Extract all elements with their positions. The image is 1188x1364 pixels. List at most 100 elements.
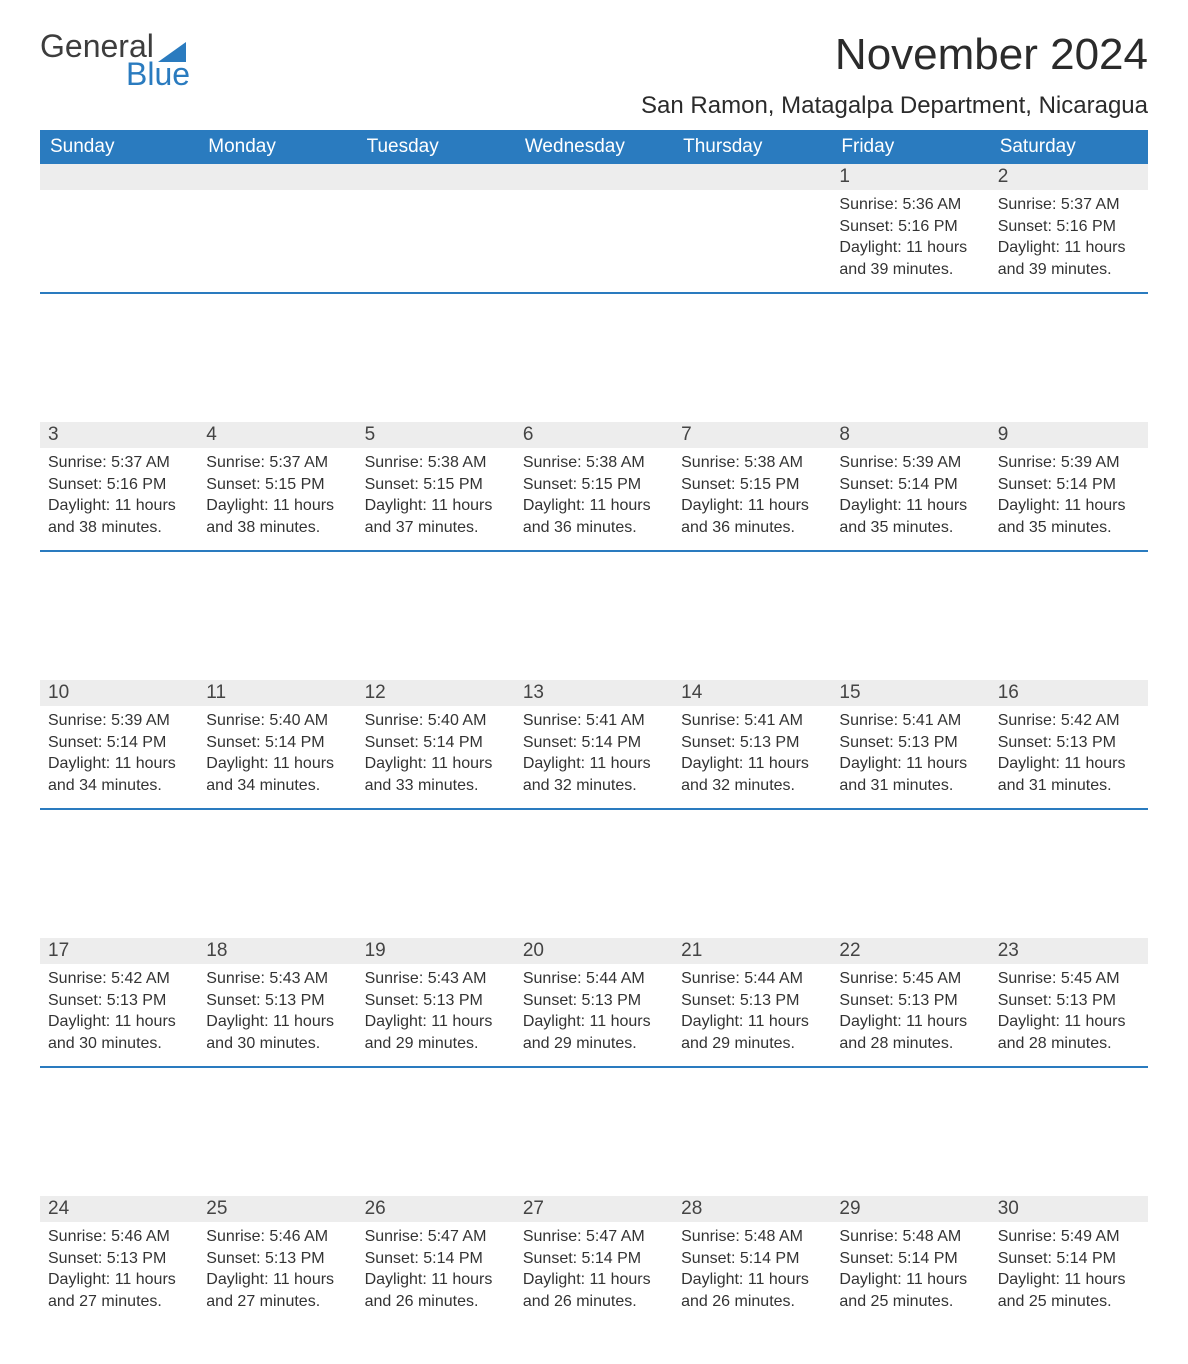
- calendar-cell: [198, 164, 356, 293]
- calendar-cell: [357, 164, 515, 293]
- daylight-line-1: Daylight: 11 hours: [48, 1269, 190, 1291]
- daylight-line-2: and 26 minutes.: [365, 1291, 507, 1313]
- weekday-header: Tuesday: [357, 130, 515, 164]
- daylight-line-1: Daylight: 11 hours: [998, 1269, 1140, 1291]
- daylight-line-1: Daylight: 11 hours: [365, 1269, 507, 1291]
- daylight-line-1: Daylight: 11 hours: [206, 1011, 348, 1033]
- calendar-cell: 23Sunrise: 5:45 AMSunset: 5:13 PMDayligh…: [990, 938, 1148, 1067]
- sunset-line: Sunset: 5:14 PM: [839, 1248, 981, 1270]
- day-body: Sunrise: 5:41 AMSunset: 5:14 PMDaylight:…: [515, 706, 673, 804]
- daylight-line-1: Daylight: 11 hours: [839, 1269, 981, 1291]
- calendar-cell: 28Sunrise: 5:48 AMSunset: 5:14 PMDayligh…: [673, 1196, 831, 1324]
- daylight-line-2: and 29 minutes.: [681, 1033, 823, 1055]
- day-body: Sunrise: 5:42 AMSunset: 5:13 PMDaylight:…: [990, 706, 1148, 804]
- day-body: Sunrise: 5:45 AMSunset: 5:13 PMDaylight:…: [990, 964, 1148, 1062]
- day-number: 15: [831, 680, 989, 706]
- daylight-line-2: and 34 minutes.: [48, 775, 190, 797]
- calendar-cell: [40, 164, 198, 293]
- calendar-cell: 9Sunrise: 5:39 AMSunset: 5:14 PMDaylight…: [990, 422, 1148, 551]
- day-number: 8: [831, 422, 989, 448]
- daylight-line-2: and 29 minutes.: [365, 1033, 507, 1055]
- calendar-table: SundayMondayTuesdayWednesdayThursdayFrid…: [40, 130, 1148, 1324]
- day-number: 17: [40, 938, 198, 964]
- sunset-line: Sunset: 5:13 PM: [839, 732, 981, 754]
- sunrise-line: Sunrise: 5:47 AM: [523, 1226, 665, 1248]
- day-body: Sunrise: 5:38 AMSunset: 5:15 PMDaylight:…: [673, 448, 831, 546]
- sunset-line: Sunset: 5:13 PM: [206, 1248, 348, 1270]
- sunrise-line: Sunrise: 5:42 AM: [998, 710, 1140, 732]
- daylight-line-2: and 28 minutes.: [839, 1033, 981, 1055]
- sunrise-line: Sunrise: 5:42 AM: [48, 968, 190, 990]
- day-body: Sunrise: 5:39 AMSunset: 5:14 PMDaylight:…: [990, 448, 1148, 546]
- weekday-header: Saturday: [990, 130, 1148, 164]
- calendar-cell: 24Sunrise: 5:46 AMSunset: 5:13 PMDayligh…: [40, 1196, 198, 1324]
- sunset-line: Sunset: 5:14 PM: [681, 1248, 823, 1270]
- day-number: 3: [40, 422, 198, 448]
- daylight-line-2: and 30 minutes.: [48, 1033, 190, 1055]
- day-number: 21: [673, 938, 831, 964]
- daylight-line-1: Daylight: 11 hours: [48, 753, 190, 775]
- sunrise-line: Sunrise: 5:36 AM: [839, 194, 981, 216]
- day-number: 5: [357, 422, 515, 448]
- daylight-line-2: and 34 minutes.: [206, 775, 348, 797]
- day-number-empty: [515, 164, 673, 190]
- daylight-line-2: and 39 minutes.: [998, 259, 1140, 281]
- sunset-line: Sunset: 5:13 PM: [365, 990, 507, 1012]
- daylight-line-2: and 26 minutes.: [523, 1291, 665, 1313]
- daylight-line-2: and 35 minutes.: [998, 517, 1140, 539]
- daylight-line-2: and 26 minutes.: [681, 1291, 823, 1313]
- day-body: Sunrise: 5:36 AMSunset: 5:16 PMDaylight:…: [831, 190, 989, 288]
- calendar-cell: 6Sunrise: 5:38 AMSunset: 5:15 PMDaylight…: [515, 422, 673, 551]
- day-body: Sunrise: 5:37 AMSunset: 5:15 PMDaylight:…: [198, 448, 356, 546]
- calendar-cell: [515, 164, 673, 293]
- daylight-line-1: Daylight: 11 hours: [206, 495, 348, 517]
- daylight-line-2: and 37 minutes.: [365, 517, 507, 539]
- calendar-cell: 4Sunrise: 5:37 AMSunset: 5:15 PMDaylight…: [198, 422, 356, 551]
- day-number: 19: [357, 938, 515, 964]
- day-body: Sunrise: 5:38 AMSunset: 5:15 PMDaylight:…: [357, 448, 515, 546]
- day-body: Sunrise: 5:37 AMSunset: 5:16 PMDaylight:…: [40, 448, 198, 546]
- sunrise-line: Sunrise: 5:45 AM: [839, 968, 981, 990]
- sunrise-line: Sunrise: 5:38 AM: [365, 452, 507, 474]
- day-number: 14: [673, 680, 831, 706]
- day-number: 24: [40, 1196, 198, 1222]
- week-separator: [40, 1067, 1148, 1196]
- daylight-line-2: and 32 minutes.: [681, 775, 823, 797]
- daylight-line-2: and 29 minutes.: [523, 1033, 665, 1055]
- sunrise-line: Sunrise: 5:48 AM: [839, 1226, 981, 1248]
- calendar-cell: 8Sunrise: 5:39 AMSunset: 5:14 PMDaylight…: [831, 422, 989, 551]
- calendar-cell: 29Sunrise: 5:48 AMSunset: 5:14 PMDayligh…: [831, 1196, 989, 1324]
- calendar-cell: 22Sunrise: 5:45 AMSunset: 5:13 PMDayligh…: [831, 938, 989, 1067]
- calendar-cell: 25Sunrise: 5:46 AMSunset: 5:13 PMDayligh…: [198, 1196, 356, 1324]
- daylight-line-2: and 31 minutes.: [998, 775, 1140, 797]
- calendar-cell: 15Sunrise: 5:41 AMSunset: 5:13 PMDayligh…: [831, 680, 989, 809]
- calendar-cell: 3Sunrise: 5:37 AMSunset: 5:16 PMDaylight…: [40, 422, 198, 551]
- daylight-line-1: Daylight: 11 hours: [998, 1011, 1140, 1033]
- sunset-line: Sunset: 5:13 PM: [206, 990, 348, 1012]
- day-body: Sunrise: 5:43 AMSunset: 5:13 PMDaylight:…: [198, 964, 356, 1062]
- day-number: 30: [990, 1196, 1148, 1222]
- calendar-cell: 2Sunrise: 5:37 AMSunset: 5:16 PMDaylight…: [990, 164, 1148, 293]
- day-number-empty: [198, 164, 356, 190]
- sunset-line: Sunset: 5:14 PM: [998, 1248, 1140, 1270]
- sunset-line: Sunset: 5:14 PM: [998, 474, 1140, 496]
- sunset-line: Sunset: 5:14 PM: [523, 732, 665, 754]
- daylight-line-2: and 36 minutes.: [681, 517, 823, 539]
- calendar-body: 1Sunrise: 5:36 AMSunset: 5:16 PMDaylight…: [40, 164, 1148, 1324]
- daylight-line-2: and 28 minutes.: [998, 1033, 1140, 1055]
- sunset-line: Sunset: 5:13 PM: [839, 990, 981, 1012]
- calendar-cell: 17Sunrise: 5:42 AMSunset: 5:13 PMDayligh…: [40, 938, 198, 1067]
- calendar-cell: 13Sunrise: 5:41 AMSunset: 5:14 PMDayligh…: [515, 680, 673, 809]
- header-row: General Blue November 2024 San Ramon, Ma…: [40, 30, 1148, 130]
- sunrise-line: Sunrise: 5:38 AM: [523, 452, 665, 474]
- sunset-line: Sunset: 5:14 PM: [365, 1248, 507, 1270]
- calendar-week-row: 24Sunrise: 5:46 AMSunset: 5:13 PMDayligh…: [40, 1196, 1148, 1324]
- sunset-line: Sunset: 5:13 PM: [48, 1248, 190, 1270]
- daylight-line-1: Daylight: 11 hours: [839, 1011, 981, 1033]
- sunrise-line: Sunrise: 5:43 AM: [206, 968, 348, 990]
- day-number: 12: [357, 680, 515, 706]
- day-number-empty: [40, 164, 198, 190]
- brand-logo: General Blue: [40, 30, 190, 90]
- day-number: 7: [673, 422, 831, 448]
- sunrise-line: Sunrise: 5:48 AM: [681, 1226, 823, 1248]
